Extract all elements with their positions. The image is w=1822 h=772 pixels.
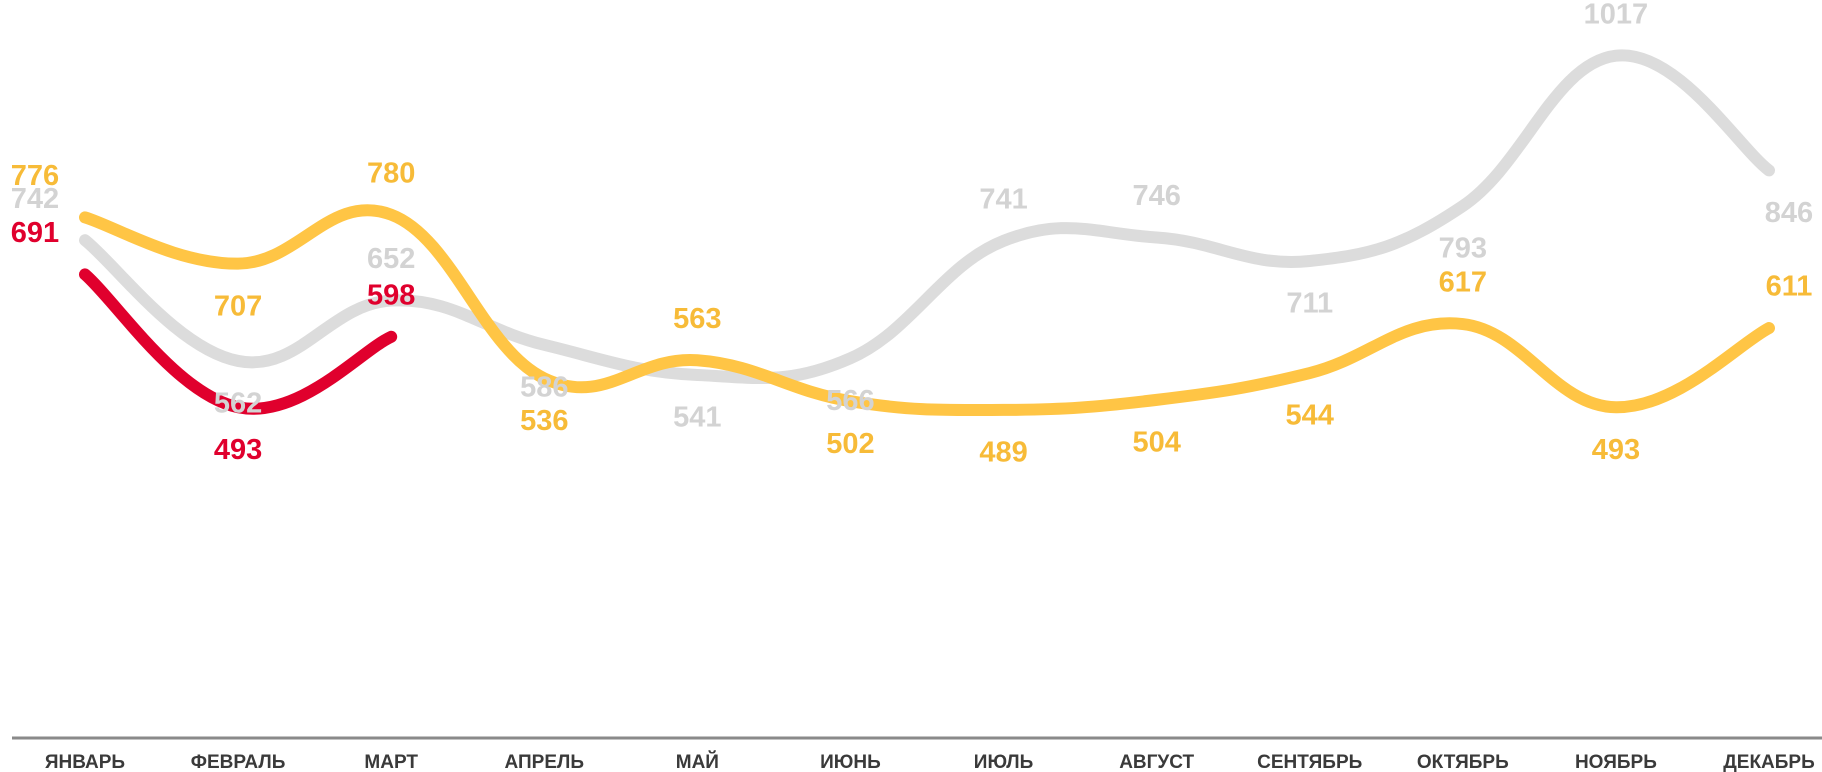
x-tick-label: ИЮЛЬ (974, 752, 1034, 772)
x-tick-label: АВГУСТ (1119, 752, 1194, 772)
data-label: 502 (826, 428, 874, 460)
data-label: 652 (367, 243, 415, 275)
data-label: 536 (520, 405, 568, 437)
x-tick-label: АПРЕЛЬ (505, 752, 584, 772)
data-label: 493 (214, 434, 262, 466)
data-label: 846 (1765, 197, 1813, 229)
data-label: 541 (673, 402, 721, 434)
data-label: 493 (1592, 434, 1640, 466)
data-label: 780 (367, 157, 415, 189)
x-tick-label: НОЯБРЬ (1575, 752, 1657, 772)
data-label: 598 (367, 279, 415, 311)
data-label: 544 (1286, 400, 1334, 432)
data-label: 691 (11, 217, 59, 249)
data-label: 563 (673, 303, 721, 335)
data-label: 707 (214, 290, 262, 322)
x-tick-label: ДЕКАБРЬ (1723, 752, 1815, 772)
data-label: 1017 (1584, 0, 1649, 30)
x-tick-label: ИЮНЬ (820, 752, 881, 772)
x-tick-label: МАРТ (364, 752, 418, 772)
x-tick-label: ФЕВРАЛЬ (191, 752, 286, 772)
data-label: 504 (1132, 427, 1180, 459)
series-line (79, 204, 1775, 417)
x-tick-label: СЕНТЯБРЬ (1257, 752, 1362, 772)
x-tick-label: МАЙ (676, 751, 719, 772)
x-tick-label: ОКТЯБРЬ (1417, 752, 1509, 772)
data-label: 746 (1132, 180, 1180, 212)
data-label: 562 (214, 388, 262, 420)
data-label: 741 (979, 184, 1027, 216)
x-tick-label: ЯНВАРЬ (45, 752, 125, 772)
data-label: 776 (11, 160, 59, 192)
data-label: 617 (1439, 267, 1487, 299)
data-label: 611 (1766, 271, 1813, 303)
data-label: 586 (520, 372, 568, 404)
data-label: 742 (11, 183, 59, 215)
data-label: 566 (826, 385, 874, 417)
data-label: 711 (1286, 288, 1333, 320)
series-line (79, 49, 1775, 385)
data-label: 793 (1439, 233, 1487, 265)
series-line (79, 268, 398, 415)
data-label: 489 (979, 437, 1027, 469)
